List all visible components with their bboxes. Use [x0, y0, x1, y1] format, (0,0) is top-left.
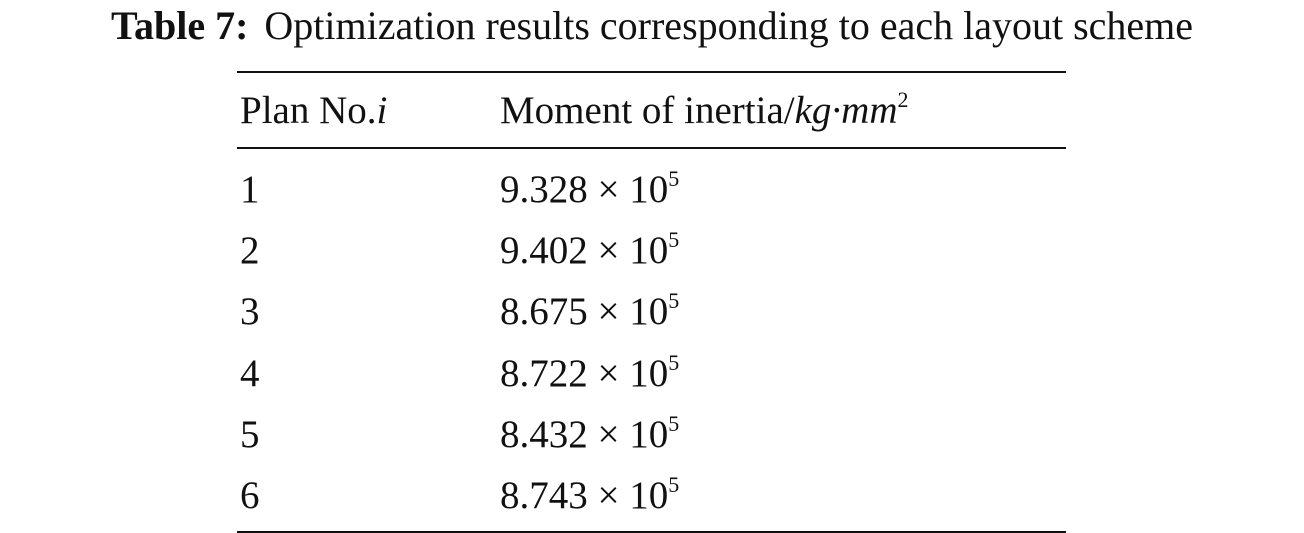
- table-caption: Table 7: Optimization results correspondi…: [0, 2, 1304, 49]
- moment-cell: 8.432 × 105: [500, 410, 680, 457]
- moment-mantissa: 8.432 × 10: [500, 412, 669, 456]
- plan-cell: 4: [240, 351, 260, 395]
- header-unit: kg·mm: [794, 89, 898, 132]
- plan-cell: 2: [240, 229, 260, 273]
- caption-label: Table 7:: [110, 3, 249, 48]
- moment-exponent: 5: [668, 288, 680, 314]
- header-text: Plan No.: [240, 89, 377, 132]
- bottom-rule: [237, 531, 1066, 533]
- moment-cell: 8.675 × 105: [500, 290, 679, 334]
- plan-cell: 5: [240, 412, 260, 456]
- moment-mantissa: 8.743 × 10: [500, 474, 669, 517]
- plan-cell: 6: [240, 474, 260, 517]
- moment-cell: 8.743 × 105: [500, 474, 679, 518]
- moment-mantissa: 9.328 × 10: [500, 168, 669, 211]
- moment-exponent: 5: [668, 349, 680, 375]
- header-cell: Moment of inertia/kg·mm2: [500, 89, 909, 133]
- plan-cell: 3: [240, 290, 260, 334]
- moment-exponent: 5: [668, 166, 680, 191]
- header-rule: [237, 147, 1066, 149]
- moment-cell: 9.328 × 105: [500, 168, 679, 212]
- moment-exponent: 5: [668, 472, 680, 497]
- caption-text: Optimization results corresponding to ea…: [264, 3, 1194, 48]
- moment-cell: 8.722 × 105: [500, 349, 680, 396]
- plan-cell: 1: [240, 168, 260, 211]
- header-cell: Plan No.i: [240, 89, 387, 133]
- moment-mantissa: 8.675 × 10: [500, 290, 669, 334]
- header-exponent: 2: [897, 87, 909, 112]
- moment-cell: 9.402 × 105: [500, 229, 679, 273]
- moment-mantissa: 8.722 × 10: [500, 351, 669, 395]
- top-rule: [237, 71, 1066, 73]
- moment-mantissa: 9.402 × 10: [500, 229, 669, 273]
- moment-exponent: 5: [668, 410, 680, 436]
- moment-exponent: 5: [668, 227, 680, 253]
- header-text: Moment of inertia/: [500, 89, 795, 132]
- header-var: i: [376, 89, 388, 132]
